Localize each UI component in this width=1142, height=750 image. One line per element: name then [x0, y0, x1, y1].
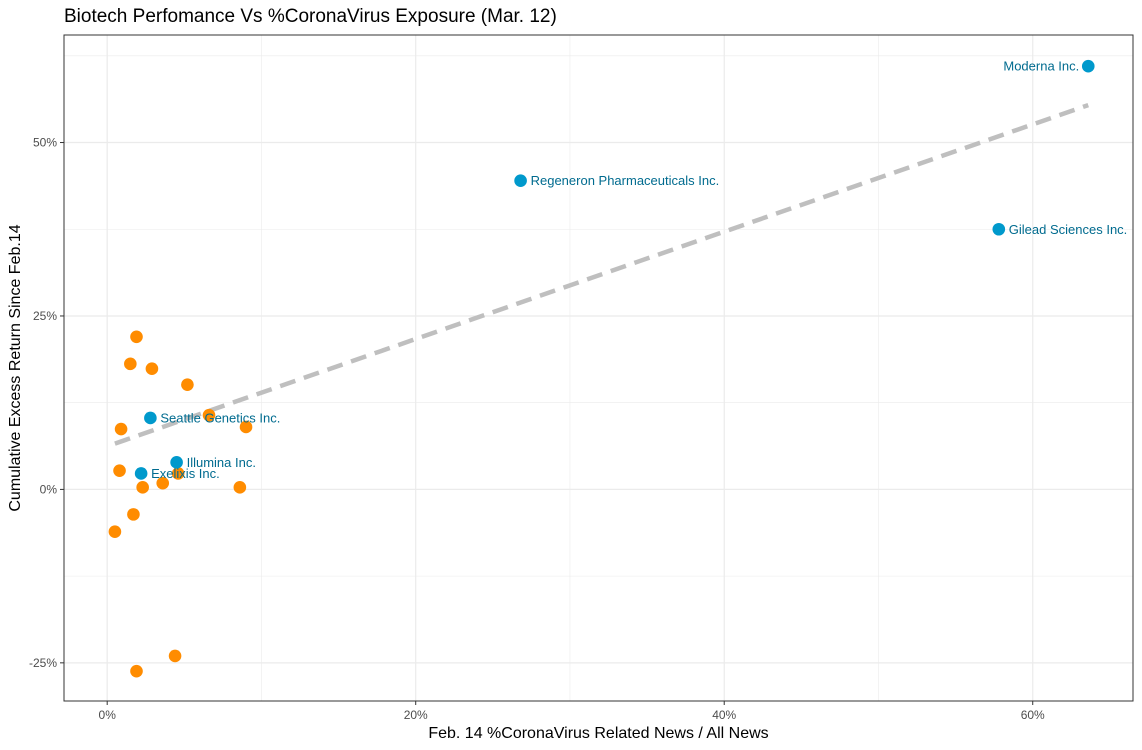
trend-line: [114, 102, 1090, 446]
y-axis: -25% 0% 25% 50%: [29, 136, 64, 670]
data-point: [202, 408, 216, 422]
data-point: [108, 525, 122, 539]
data-point: [124, 357, 137, 371]
data-point: [145, 362, 159, 375]
point-labels: Moderna Inc. Regeneron Pharmaceuticals In…: [151, 59, 1127, 481]
data-point: [239, 420, 253, 434]
data-point: [127, 508, 140, 521]
x-tick-label: 60%: [1021, 708, 1045, 722]
data-point: [113, 464, 126, 477]
data-point: [171, 467, 185, 480]
point-label: Illumina Inc.: [187, 455, 256, 470]
other-points: [108, 330, 253, 678]
y-tick-label: 25%: [33, 309, 57, 323]
chart-title: Biotech Perfomance Vs %CoronaVirus Expos…: [64, 6, 557, 27]
highlighted-data-point: [992, 222, 1006, 236]
point-label: Moderna Inc.: [1003, 59, 1079, 74]
highlighted-data-point: [1081, 59, 1095, 73]
highlighted-data-point: [170, 456, 183, 469]
data-point: [114, 422, 128, 436]
x-axis-title: Feb. 14 %CoronaVirus Related News / All …: [428, 725, 768, 742]
y-tick-label: 0%: [40, 482, 58, 496]
major-gridlines: [64, 35, 1133, 701]
y-axis-title: Cumulative Excess Return Since Feb.14: [7, 224, 24, 511]
point-label: Regeneron Pharmaceuticals Inc.: [531, 173, 720, 188]
y-tick-label: -25%: [29, 656, 57, 670]
data-point: [130, 664, 143, 678]
data-point: [156, 476, 170, 490]
highlighted-data-point: [144, 411, 157, 425]
y-tick-label: 50%: [33, 136, 57, 150]
x-axis: 0% 20% 40% 60%: [99, 701, 1045, 722]
plot-border: [63, 34, 1134, 702]
x-tick-label: 20%: [404, 708, 428, 722]
x-tick-label: 40%: [712, 708, 736, 722]
point-label: Gilead Sciences Inc.: [1009, 222, 1128, 237]
data-point: [168, 649, 182, 663]
highlighted-points: [134, 59, 1095, 480]
x-tick-label: 0%: [99, 708, 117, 722]
point-label: Exelixis Inc.: [151, 466, 220, 481]
point-label: Seattle Genetics Inc.: [160, 410, 280, 425]
data-point: [181, 378, 194, 391]
minor-gridlines: [64, 35, 1133, 701]
plot-panel: [64, 35, 1133, 701]
highlighted-data-point: [134, 467, 148, 480]
data-point: [136, 481, 149, 494]
data-point: [233, 481, 247, 494]
highlighted-data-point: [514, 174, 527, 187]
data-point: [130, 330, 143, 344]
trend-line-group: [114, 102, 1090, 446]
